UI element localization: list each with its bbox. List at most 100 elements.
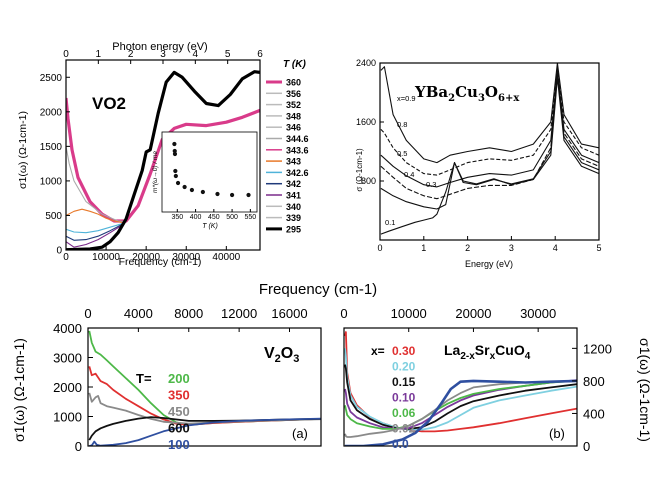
vo2-inset-point	[173, 173, 178, 179]
ybco-y-tick-label: 1600	[356, 117, 376, 127]
vo2-top-tick-label: 0	[63, 49, 69, 60]
vo2-series-group	[66, 70, 260, 250]
ybco-curve-label: 0.5	[397, 149, 407, 158]
vo2-legend-label: 344.6	[286, 134, 309, 144]
vo2-y-tick-label: 2500	[40, 73, 63, 84]
v2o3-x-tick-label: 12000	[221, 306, 257, 321]
vo2-legend-label: 356	[286, 89, 301, 99]
vo2-y-tick-label: 0	[56, 246, 62, 257]
vo2-inset-point	[172, 148, 177, 154]
lsco-series-0-02	[344, 380, 577, 438]
ybco-curve-label: 0.8	[397, 120, 407, 129]
vo2-x-tick-label: 30000	[172, 252, 200, 263]
v2o3-title-sub: 3	[293, 353, 299, 365]
v2o3-legend-label: 450	[168, 404, 190, 419]
vo2-inset-tick-label: 500	[226, 214, 238, 221]
ybco-title-part: O	[485, 83, 498, 101]
vo2-series-295	[66, 70, 260, 250]
v2o3-y-tick-label: 4000	[53, 321, 82, 336]
lsco-series-group	[344, 331, 577, 446]
lsco-legend-label: 0.10	[392, 391, 416, 405]
ybco-y-tick-label: 2400	[356, 58, 376, 68]
v2o3-title-sub: 2	[275, 353, 281, 365]
ybco-x-tick-label: 1	[421, 243, 426, 253]
vo2-top-tick-label: 2	[128, 49, 134, 60]
vo2-legend-label: 341	[286, 191, 301, 201]
lsco-legend-label: 0.02	[392, 422, 416, 436]
vo2-top-axis-label: Photon energy (eV)	[112, 41, 207, 53]
vo2-inset-point	[246, 192, 251, 198]
lsco-legend-label: 0.20	[392, 360, 416, 374]
vo2-x-axis-label-text: Frequency (cm-1)	[119, 256, 202, 268]
ybco-x-ticks: 0 1 2 3 4 5	[377, 236, 602, 253]
ybco-title-part: YBa	[414, 83, 448, 101]
ybco-series-group	[380, 63, 599, 235]
vo2-inset-ticks: 350 400 450 500 550	[171, 209, 256, 221]
lsco-legend-label: 0.06	[392, 406, 416, 420]
lsco-x-tick-label: 0	[340, 306, 347, 321]
vo2-top-tick-label: 6	[257, 49, 263, 60]
v2o3-x-tick-label: 0	[84, 306, 91, 321]
ybco-curve-label: 0.1	[385, 218, 395, 227]
vo2-y-tick-label: 1000	[40, 176, 63, 187]
ybco-y-axis-label: σ (Ω-1cm-1)	[355, 148, 364, 192]
ybco-curve-labels: x=0.9 0.8 0.5 0.4 0.3 0.1	[385, 94, 436, 227]
lsco-title-sub: x	[490, 351, 496, 362]
v2o3-legend-label: 350	[168, 388, 190, 403]
lsco-legend: 0.30 0.200.15 0.100.06 0.020.0	[392, 344, 416, 451]
lsco-legend-label: 0.15	[392, 375, 416, 389]
ybco-curve-label: x=0.9	[397, 94, 416, 103]
ybco-title-part: Cu	[455, 83, 478, 101]
ybco-x-tick-label: 4	[553, 243, 558, 253]
lsco-y-ticks: 0 400 800 1200	[572, 341, 612, 454]
vo2-top-tick-label: 1	[96, 49, 102, 60]
vo2-series-343	[66, 208, 123, 223]
v2o3-legend-label: 100	[168, 437, 190, 452]
ybco-x-tick-label: 2	[465, 243, 470, 253]
ybco-plot-frame	[379, 62, 600, 241]
shared-frequency-label: Frequency (cm-1)	[259, 281, 377, 298]
lsco-y-tick-label: 1200	[583, 341, 612, 356]
vo2-legend-label: 295	[286, 224, 301, 234]
vo2-inset-point	[229, 192, 235, 198]
ybco-title: YBa2Cu3O6+x	[414, 83, 520, 104]
v2o3-series-350	[88, 366, 321, 426]
vo2-top-tick-label: 3	[160, 49, 166, 60]
lsco-series-0-20	[344, 348, 577, 431]
vo2-inset-point	[173, 168, 178, 174]
vo2-top-tick-label: 5	[225, 49, 231, 60]
vo2-legend-label: 348	[286, 111, 301, 121]
v2o3-series-100	[89, 417, 321, 446]
lsco-panel: 0 10000 20000 30000 0 400 800 1200 σ1(ω) (Ω-1c…	[340, 306, 653, 454]
vo2-inset-point	[172, 141, 177, 147]
lsco-series-0-15	[344, 364, 577, 430]
lsco-title: La2-xSrxCuO4	[444, 342, 531, 362]
lsco-title-part: Sr	[475, 342, 490, 358]
lsco-x-tick-label: 20000	[455, 306, 491, 321]
vo2-inset-point	[200, 189, 205, 195]
v2o3-y-ticks: 0 1000 2000 3000 4000	[53, 321, 93, 454]
vo2-series-344-6	[66, 146, 127, 223]
vo2-inset-frame	[161, 131, 258, 213]
lsco-y-axis-label: σ1(ω) (Ω-1cm-1)	[637, 338, 653, 442]
ybco-series-0-9	[380, 63, 599, 164]
ybco-curve-label: 0.3	[426, 180, 436, 189]
vo2-series-342	[66, 223, 123, 241]
lsco-plot-frame	[343, 327, 578, 447]
vo2-inset-tick-label: 450	[208, 214, 220, 221]
ybco-x-axis-label: Energy (eV)	[465, 259, 513, 269]
vo2-panel: 0 10000 20000 30000 40000 0 1 2 3 4 5 6 0 500 1000 15…	[17, 41, 309, 268]
vo2-series-341	[66, 224, 123, 248]
vo2-legend-title: T (K)	[283, 59, 306, 70]
vo2-inset-points	[172, 141, 251, 198]
vo2-legend: 360356352348346344.6343.6343342.63423413…	[266, 78, 309, 234]
vo2-series-342-6	[66, 223, 123, 234]
v2o3-x-tick-label: 16000	[271, 306, 307, 321]
vo2-inset-tick-label: 400	[190, 214, 202, 221]
v2o3-y-tick-label: 1000	[53, 410, 82, 425]
lsco-title-sub: 4	[525, 351, 531, 362]
lsco-y-tick-label: 400	[583, 406, 605, 421]
lsco-title-part: CuO	[495, 342, 525, 358]
